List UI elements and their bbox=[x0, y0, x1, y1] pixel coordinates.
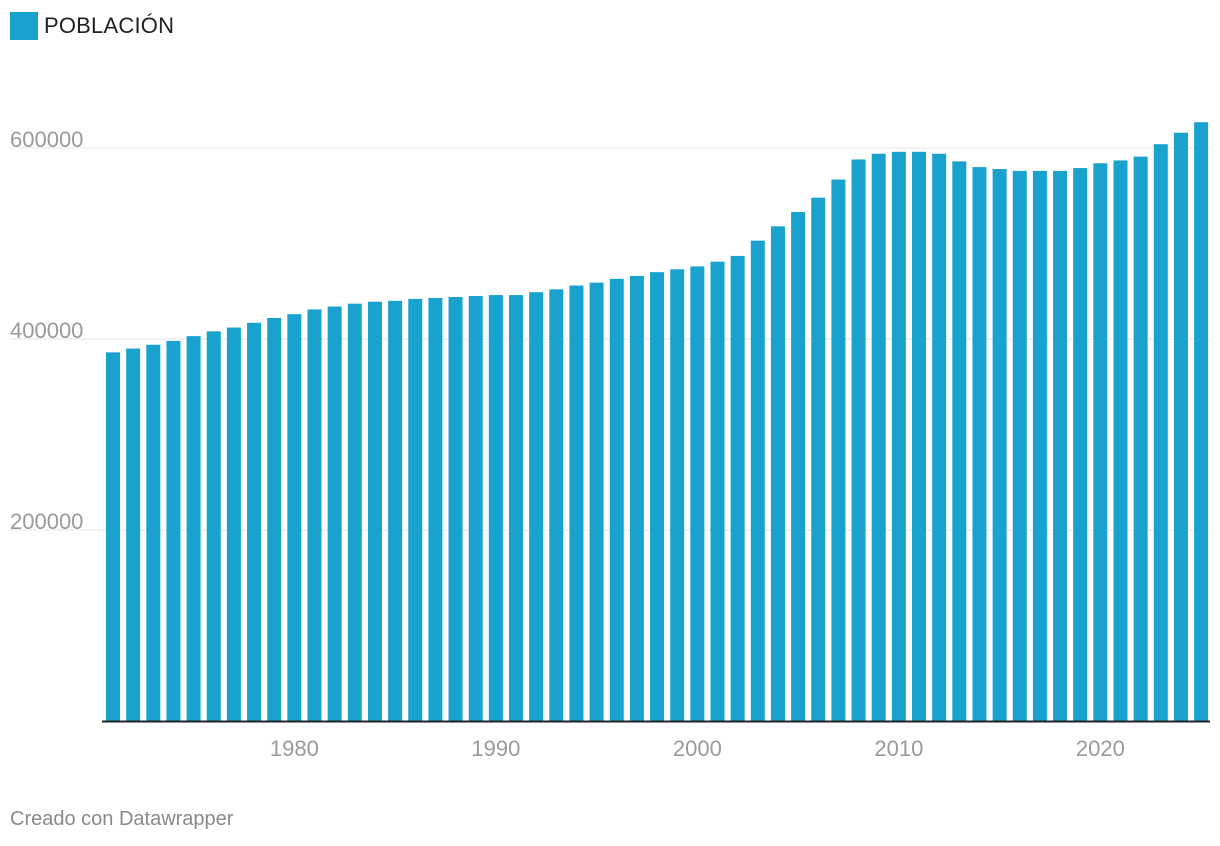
bar bbox=[468, 296, 483, 721]
bar bbox=[791, 211, 806, 722]
bar bbox=[1053, 170, 1068, 722]
bar bbox=[670, 269, 685, 721]
bar bbox=[226, 327, 241, 721]
bar bbox=[388, 300, 403, 721]
x-tick-label: 2000 bbox=[673, 736, 722, 761]
y-tick-label: 200000 bbox=[10, 509, 83, 534]
bar bbox=[730, 255, 745, 722]
bar bbox=[1073, 168, 1088, 721]
bar bbox=[146, 344, 161, 721]
x-tick-label: 2020 bbox=[1076, 736, 1125, 761]
bar bbox=[347, 303, 362, 721]
bar bbox=[1153, 144, 1168, 721]
bar bbox=[367, 301, 382, 721]
bar bbox=[1032, 170, 1047, 722]
x-tick-label: 1980 bbox=[270, 736, 319, 761]
bar bbox=[952, 161, 967, 721]
bar bbox=[549, 289, 564, 721]
bar bbox=[166, 340, 181, 721]
bar bbox=[448, 296, 463, 721]
bar bbox=[690, 266, 705, 721]
bar bbox=[972, 167, 987, 722]
bar bbox=[750, 240, 765, 721]
bar bbox=[871, 153, 886, 722]
x-tick-label: 2010 bbox=[874, 736, 923, 761]
bar bbox=[206, 331, 221, 721]
bar bbox=[106, 352, 120, 721]
bar bbox=[509, 295, 523, 721]
bar bbox=[408, 298, 423, 721]
y-tick-label: 400000 bbox=[10, 318, 83, 343]
bar bbox=[186, 336, 201, 721]
bar bbox=[811, 197, 826, 721]
legend: POBLACIÓN bbox=[10, 12, 174, 40]
y-tick-label: 600000 bbox=[10, 127, 83, 152]
bar bbox=[488, 295, 503, 721]
legend-label: POBLACIÓN bbox=[44, 13, 175, 38]
bar bbox=[851, 159, 866, 721]
bar bbox=[247, 322, 262, 721]
bar bbox=[589, 282, 604, 721]
bar bbox=[307, 309, 322, 721]
credit-text: Creado con Datawrapper bbox=[10, 808, 234, 830]
bar bbox=[992, 169, 1007, 721]
bar bbox=[831, 179, 846, 721]
bar bbox=[569, 285, 584, 721]
bar bbox=[932, 153, 947, 722]
bar bbox=[126, 348, 141, 721]
bar bbox=[710, 261, 725, 721]
bar bbox=[1113, 160, 1128, 722]
bar bbox=[629, 275, 644, 721]
bar bbox=[1093, 163, 1108, 721]
bar bbox=[609, 278, 624, 721]
bar bbox=[267, 317, 282, 721]
bar bbox=[1012, 170, 1027, 722]
bar bbox=[912, 151, 926, 721]
bar bbox=[891, 151, 906, 721]
bar bbox=[287, 314, 302, 721]
x-tick-label: 1990 bbox=[471, 736, 520, 761]
bar bbox=[428, 297, 443, 721]
bar bbox=[529, 292, 544, 721]
bar bbox=[770, 226, 785, 721]
bar bbox=[327, 306, 342, 721]
bar bbox=[1133, 156, 1148, 722]
bar bbox=[1173, 132, 1188, 722]
bar bbox=[1194, 122, 1209, 722]
legend-swatch bbox=[10, 12, 38, 40]
bar bbox=[650, 272, 665, 721]
